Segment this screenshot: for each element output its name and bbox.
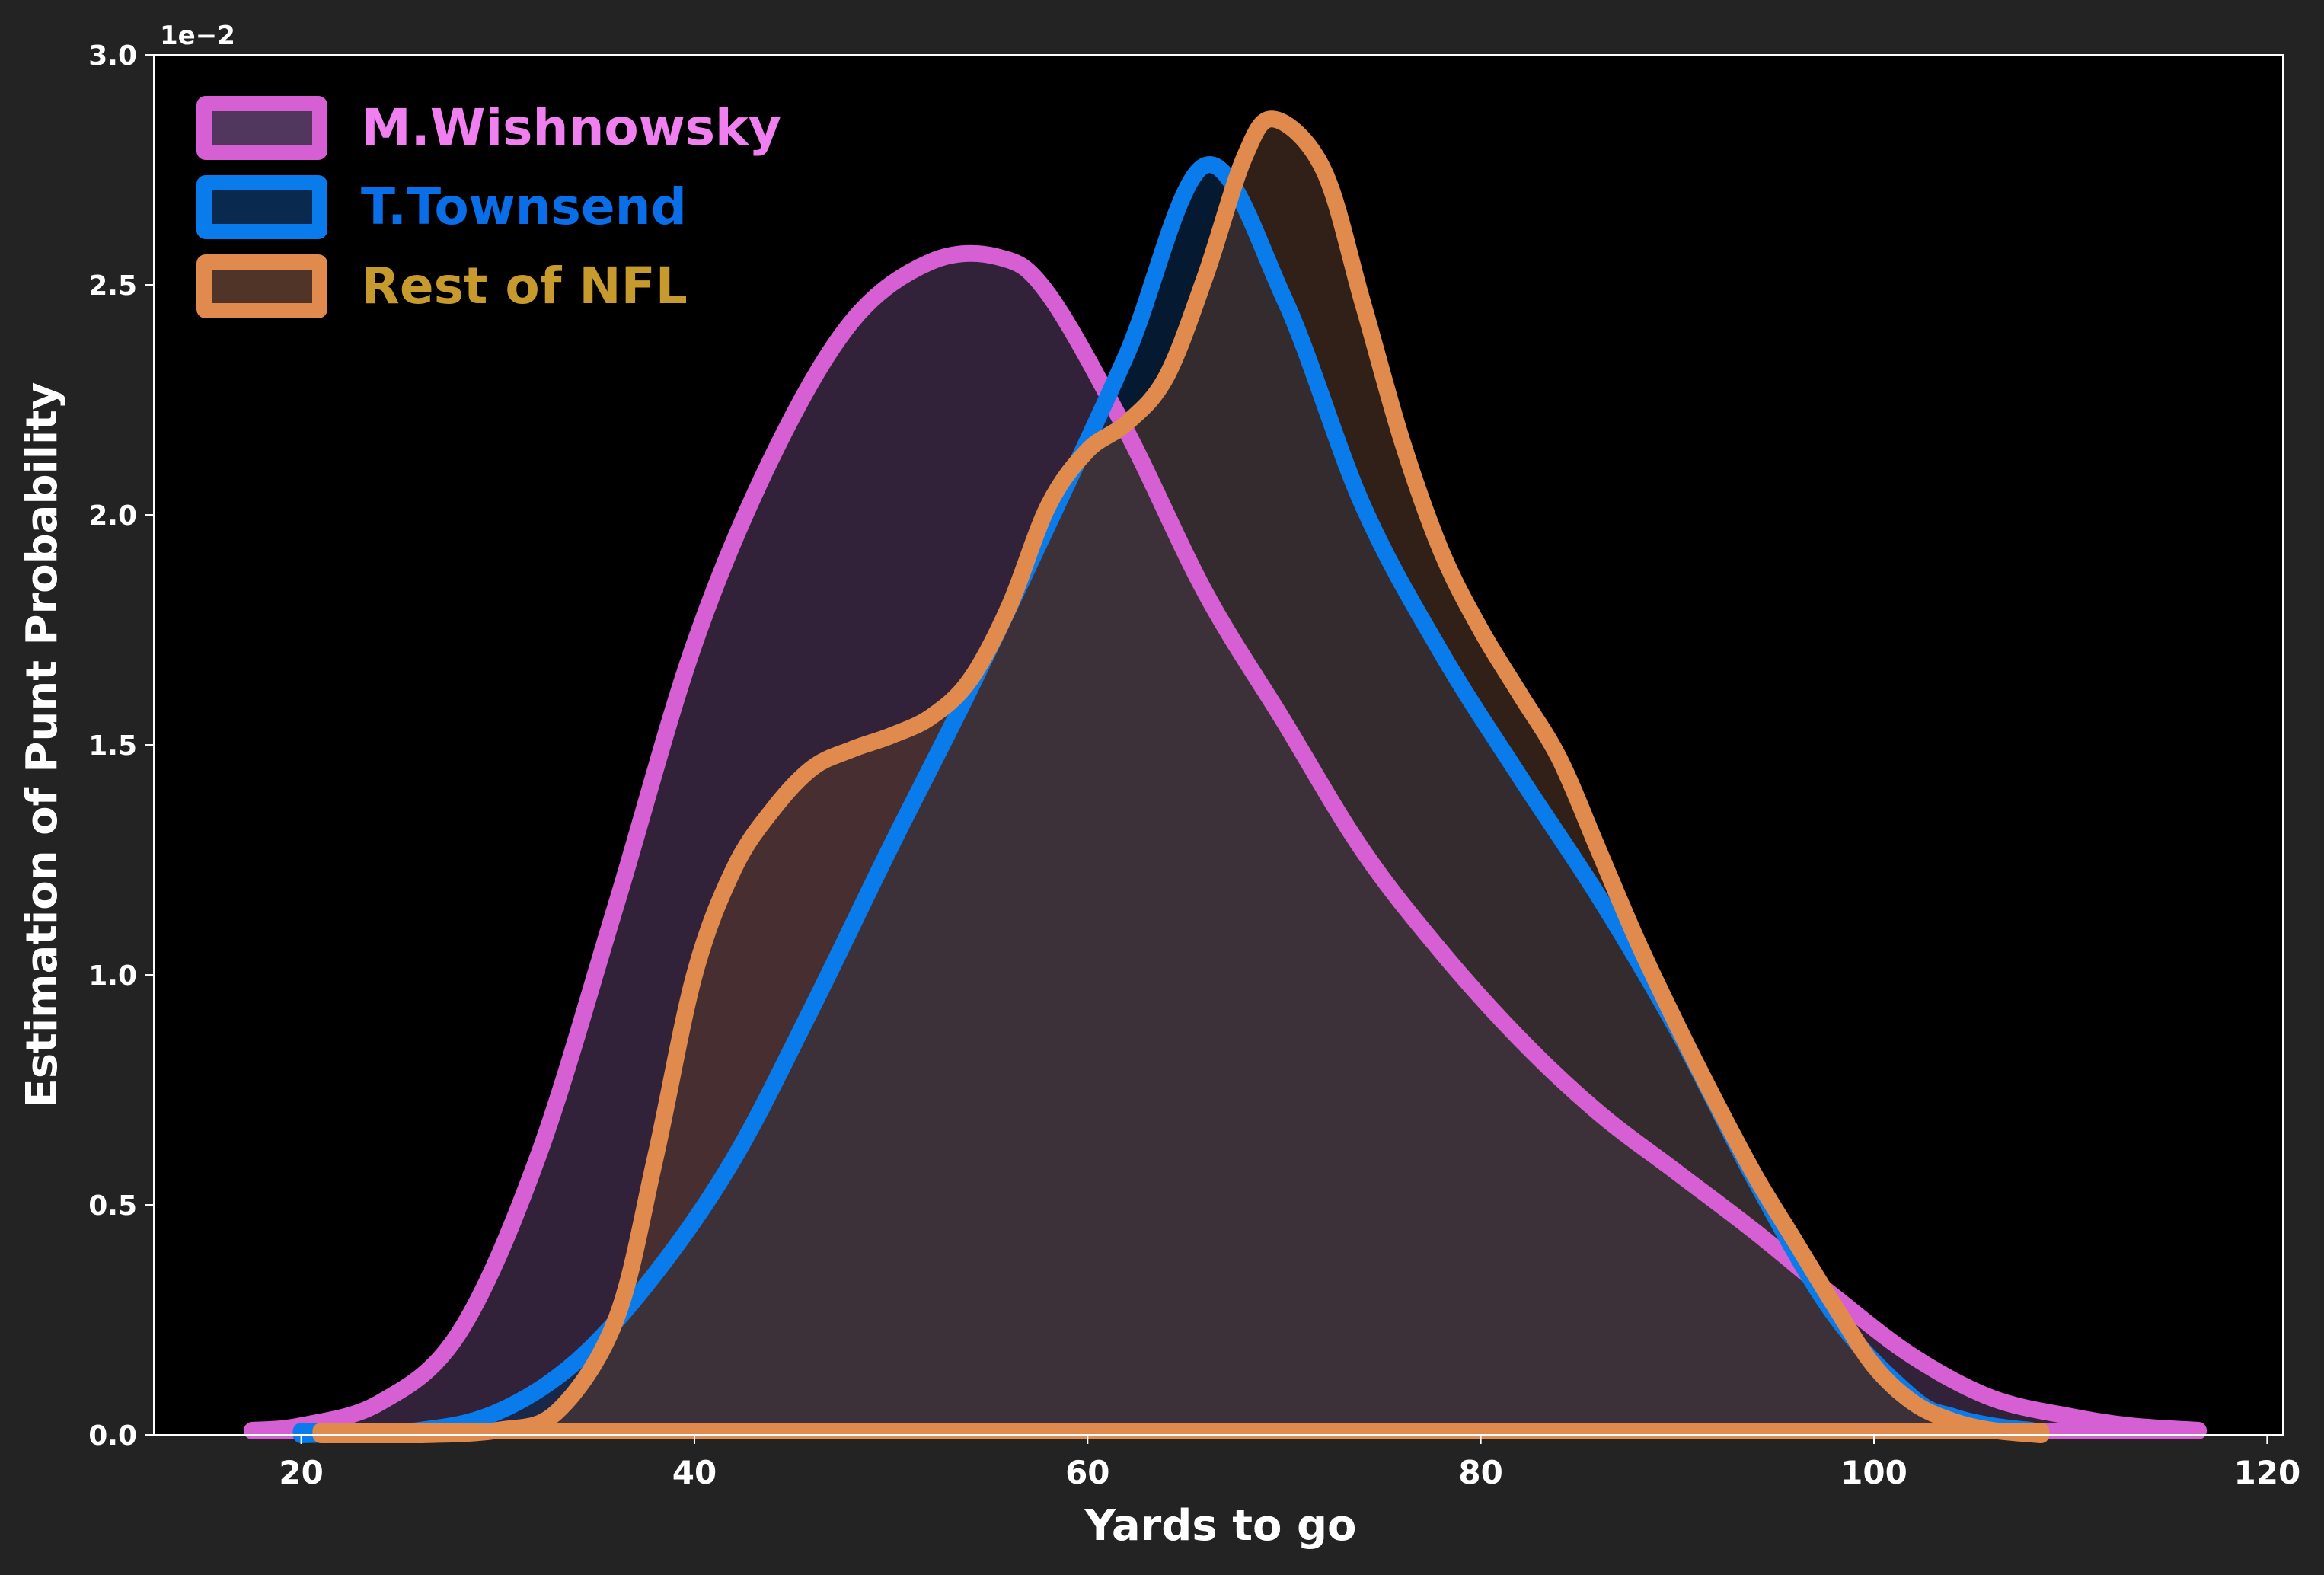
x-axis-label: Yards to go (1084, 1501, 1356, 1551)
legend-swatch-t-townsend (196, 175, 327, 239)
y-tick-label: 2.0 (88, 500, 137, 532)
y-tick-label: 1.5 (88, 730, 137, 762)
x-tick-label: 80 (1458, 1454, 1502, 1491)
legend-swatch-rest-of-nfl (196, 254, 327, 318)
series-fill-rest-of-nfl (321, 119, 2041, 1436)
y-tick-label: 0.0 (88, 1420, 137, 1452)
series-line-rest-of-nfl (312, 110, 2050, 1444)
legend-swatch-m-wishnowsky (196, 96, 327, 160)
x-tick-label: 20 (279, 1454, 323, 1491)
y-tick-label: 3.0 (88, 40, 137, 72)
y-axis-label: Estimation of Punt Probability (18, 382, 67, 1108)
y-tick-label: 0.5 (88, 1190, 137, 1222)
x-tick-label: 40 (672, 1454, 717, 1491)
legend: M.Wishnowsky T.Townsend Rest of NFL (196, 96, 781, 318)
x-tick-label: 100 (1840, 1454, 1907, 1491)
x-axis: 20 40 60 80 100 120 (279, 1435, 2300, 1491)
y-tick-label: 1.0 (88, 960, 137, 992)
legend-label-m-wishnowsky: M.Wishnowsky (361, 98, 781, 157)
legend-label-rest-of-nfl: Rest of NFL (361, 257, 688, 315)
y-axis: 0.0 0.5 1.0 1.5 2.0 2.5 3.0 (88, 40, 154, 1452)
x-tick-label: 60 (1065, 1454, 1109, 1491)
y-tick-label: 2.5 (88, 270, 137, 302)
series-lines (244, 110, 2207, 1444)
y-offset-text: 1e−2 (160, 21, 235, 51)
x-tick-label: 120 (2234, 1454, 2301, 1491)
legend-label-t-townsend: T.Townsend (361, 177, 687, 236)
